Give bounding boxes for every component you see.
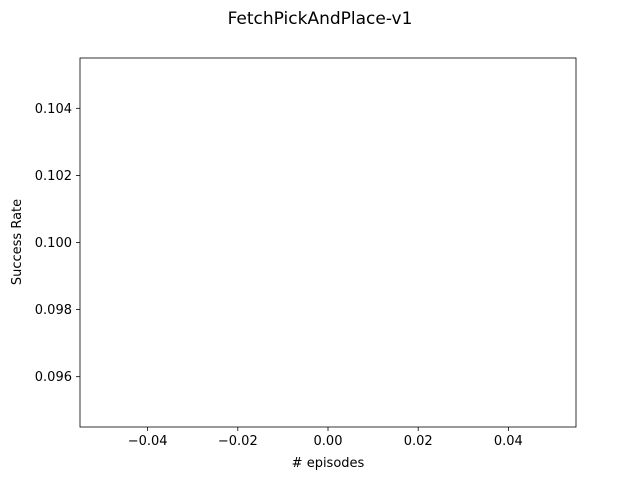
x-tick-label: 0.00	[314, 434, 343, 449]
x-tick-label: 0.02	[404, 434, 433, 449]
y-tick-label: 0.096	[35, 370, 72, 385]
x-tick-label: −0.02	[218, 434, 258, 449]
x-tick-label: 0.04	[494, 434, 523, 449]
y-tick-label: 0.098	[35, 303, 72, 318]
plot-area	[80, 58, 576, 427]
y-axis-ticks: 0.096 0.098 0.100 0.102 0.104	[35, 102, 80, 385]
y-axis-label: Success Rate	[10, 199, 25, 285]
x-tick-label: −0.04	[128, 434, 168, 449]
y-tick-label: 0.100	[35, 236, 72, 251]
x-axis-ticks: −0.04 −0.02 0.00 0.02 0.04	[128, 427, 523, 449]
y-tick-label: 0.102	[35, 169, 72, 184]
y-tick-label: 0.104	[35, 102, 72, 117]
chart-title: FetchPickAndPlace-v1	[228, 9, 413, 29]
plot-frame	[79, 57, 577, 428]
x-axis-label: # episodes	[292, 456, 365, 471]
